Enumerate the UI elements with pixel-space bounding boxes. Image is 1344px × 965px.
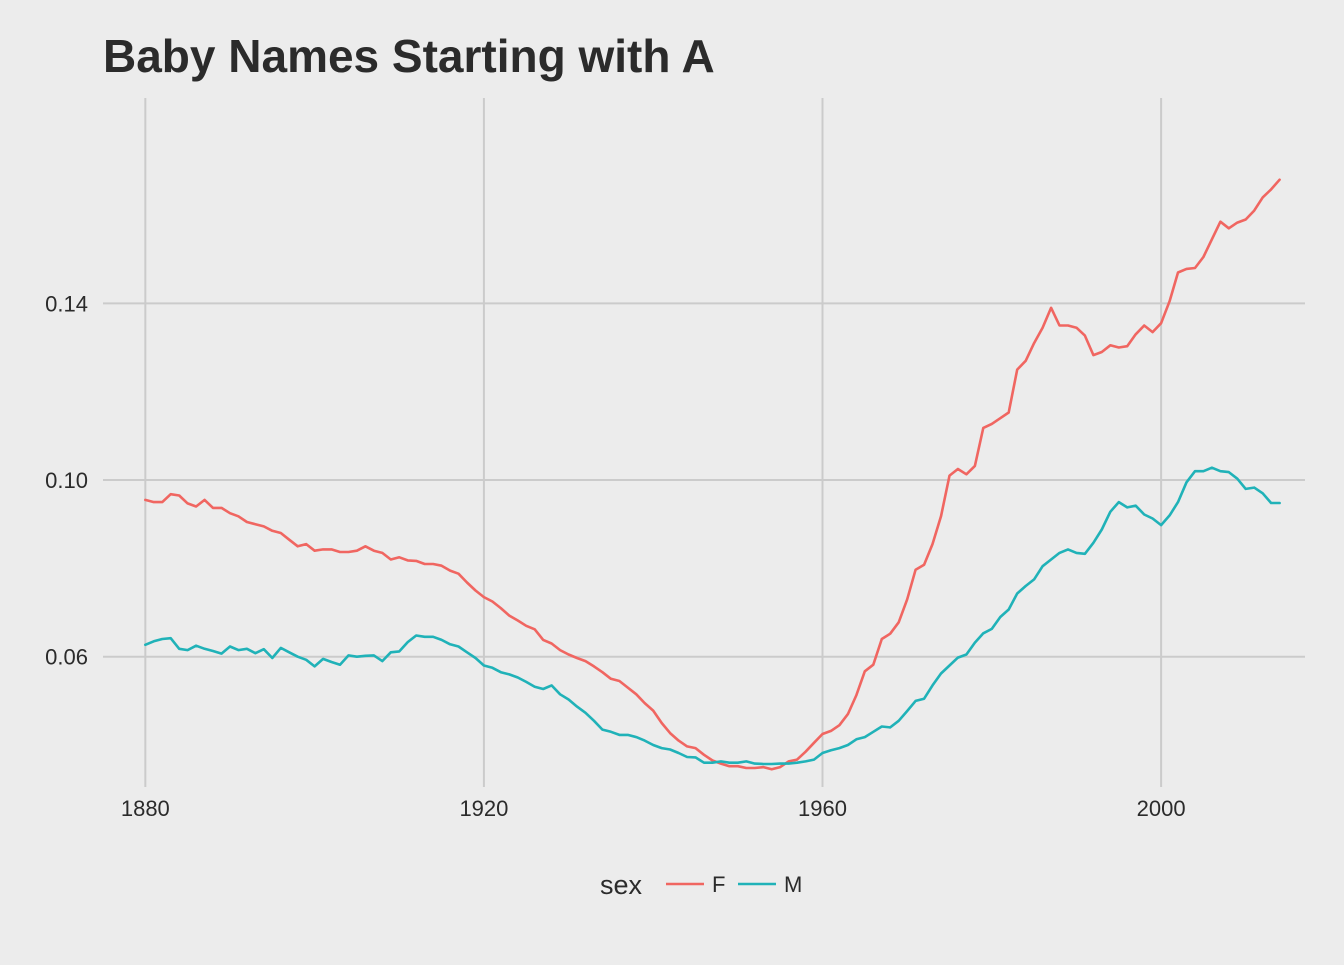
axis-tick-labels: 1880 1920 1960 2000 0.06 0.10 0.14 bbox=[45, 291, 1185, 821]
y-tick-label: 0.06 bbox=[45, 645, 88, 670]
x-tick-label: 1880 bbox=[121, 796, 170, 821]
legend-label-m: M bbox=[784, 872, 802, 897]
legend-title: sex bbox=[600, 870, 643, 900]
series-line-m bbox=[144, 466, 1281, 766]
legend[interactable]: sex F M bbox=[600, 870, 802, 900]
series-line-f bbox=[144, 178, 1281, 771]
grid bbox=[103, 98, 1305, 787]
series-lines bbox=[144, 178, 1281, 771]
legend-item-m[interactable]: M bbox=[738, 872, 802, 897]
y-tick-label: 0.10 bbox=[45, 468, 88, 493]
legend-item-f[interactable]: F bbox=[666, 872, 725, 897]
x-tick-label: 1920 bbox=[459, 796, 508, 821]
y-tick-label: 0.14 bbox=[45, 291, 88, 316]
legend-label-f: F bbox=[712, 872, 725, 897]
chart-title: Baby Names Starting with A bbox=[103, 30, 715, 82]
x-tick-label: 1960 bbox=[798, 796, 847, 821]
x-tick-label: 2000 bbox=[1137, 796, 1186, 821]
